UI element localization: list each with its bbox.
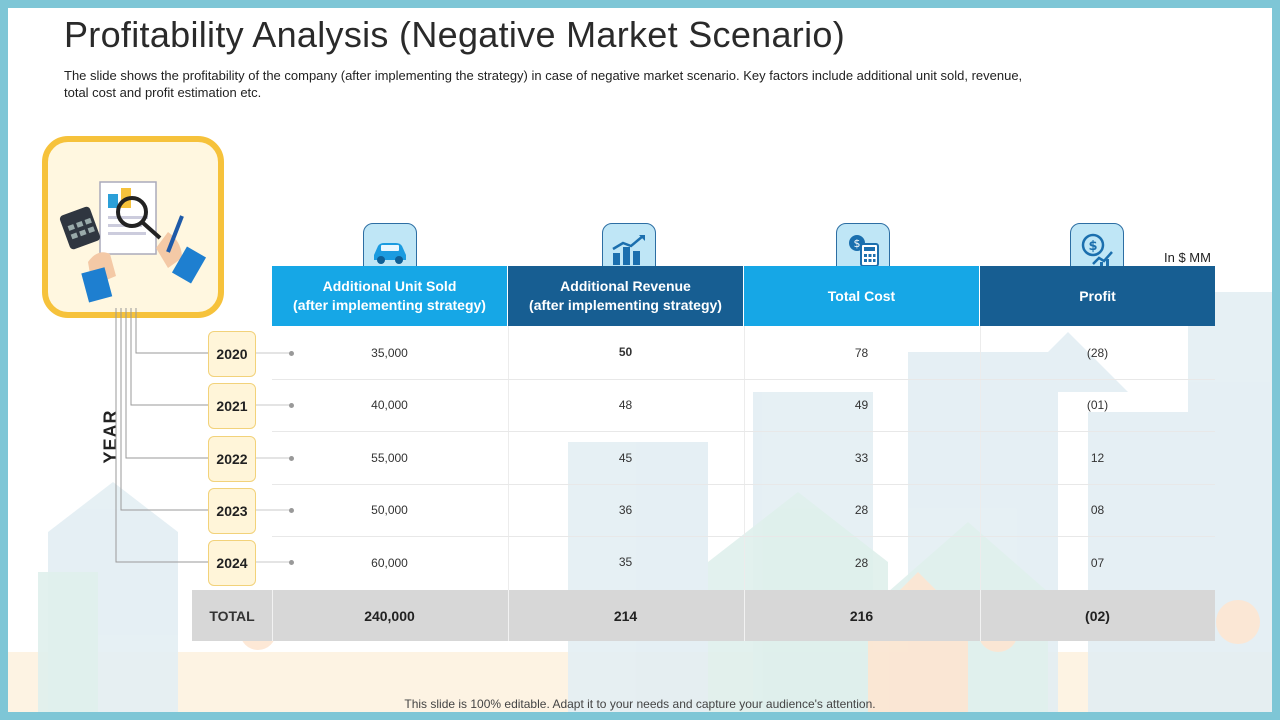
- row-marker-dot: [289, 560, 294, 565]
- row-marker-dot: [289, 403, 294, 408]
- column-header-additional-revenue: Additional Revenue (after implementing st…: [508, 266, 743, 326]
- slide-description: The slide shows the profitability of the…: [64, 68, 1023, 100]
- cell-units-2024: 60,000: [371, 556, 408, 570]
- column-divider: [744, 326, 745, 590]
- analysis-illustration: [42, 136, 224, 318]
- analysis-magnifier-icon: [59, 181, 207, 303]
- svg-text:$: $: [854, 237, 861, 250]
- column-divider: [980, 326, 981, 590]
- column-header-total-cost: Total Cost: [744, 266, 979, 326]
- total-divider: [508, 590, 509, 641]
- column-header-title: Additional Unit Sold: [322, 278, 457, 294]
- car-icon: [374, 243, 406, 264]
- column-header-title: Additional Revenue: [560, 278, 691, 294]
- calculator-icon: $: [849, 235, 879, 267]
- column-header-title: Total Cost: [827, 287, 896, 304]
- year-box-2020: 2020: [208, 331, 256, 377]
- cell-revenue-2023: 36: [618, 503, 633, 517]
- cell-units-2021: 40,000: [371, 398, 408, 412]
- slide-canvas: Profitability Analysis (Negative Market …: [8, 8, 1272, 712]
- row-divider: [272, 431, 1215, 432]
- row-marker-dot: [289, 456, 294, 461]
- column-header-title: Profit: [1079, 287, 1116, 304]
- slide-title: Profitability Analysis (Negative Market …: [64, 14, 846, 55]
- row-divider: [272, 536, 1215, 537]
- cell-profit-2021: (01): [1086, 398, 1109, 412]
- cell-cost-2024: 28: [854, 556, 869, 570]
- year-axis-label: YEAR: [100, 409, 121, 464]
- cell-cost-2023: 28: [854, 503, 869, 517]
- year-box-2022: 2022: [208, 436, 256, 482]
- total-cost: 216: [849, 607, 874, 624]
- year-box-2023: 2023: [208, 488, 256, 534]
- cell-cost-2022: 33: [854, 451, 869, 465]
- total-label: TOTAL: [209, 607, 255, 624]
- svg-text:$: $: [1088, 239, 1097, 254]
- total-divider: [744, 590, 745, 641]
- cell-profit-2022: 12: [1090, 451, 1105, 465]
- cell-units-2022: 55,000: [371, 451, 408, 465]
- cell-revenue-2024: 35: [618, 555, 633, 569]
- column-header-profit: Profit: [980, 266, 1215, 326]
- total-divider: [980, 590, 981, 641]
- year-box-2021: 2021: [208, 383, 256, 429]
- footer-note: This slide is 100% editable. Adapt it to…: [404, 697, 876, 711]
- profit-growth-icon: $: [1081, 233, 1113, 267]
- cell-profit-2024: 07: [1090, 556, 1105, 570]
- cell-cost-2021: 49: [854, 398, 869, 412]
- cell-units-2020: 35,000: [371, 346, 408, 360]
- column-divider: [508, 326, 509, 590]
- city-background-illustration: [8, 292, 1272, 712]
- column-header-subtitle: (after implementing strategy): [529, 297, 722, 313]
- total-units: 240,000: [364, 607, 415, 624]
- total-row: [192, 590, 1215, 641]
- cell-revenue-2022: 45: [618, 451, 633, 465]
- cell-revenue-2020: 50: [618, 345, 633, 359]
- bar-chart-icon: [612, 235, 645, 265]
- cell-profit-2020: (28): [1086, 346, 1109, 360]
- column-header-additional-unit-sold: Additional Unit Sold (after implementing …: [272, 266, 507, 326]
- column-header-subtitle: (after implementing strategy): [293, 297, 486, 313]
- total-divider: [272, 590, 273, 641]
- row-divider: [272, 484, 1215, 485]
- total-profit: (02): [1085, 607, 1110, 624]
- row-marker-dot: [289, 351, 294, 356]
- cell-profit-2023: 08: [1090, 503, 1105, 517]
- unit-note: In $ MM: [1164, 250, 1211, 265]
- year-box-2024: 2024: [208, 540, 256, 586]
- cell-units-2023: 50,000: [371, 503, 408, 517]
- cell-cost-2020: 78: [854, 346, 869, 360]
- row-divider: [272, 379, 1215, 380]
- total-revenue: 214: [613, 607, 638, 624]
- cell-revenue-2021: 48: [618, 398, 633, 412]
- row-marker-dot: [289, 508, 294, 513]
